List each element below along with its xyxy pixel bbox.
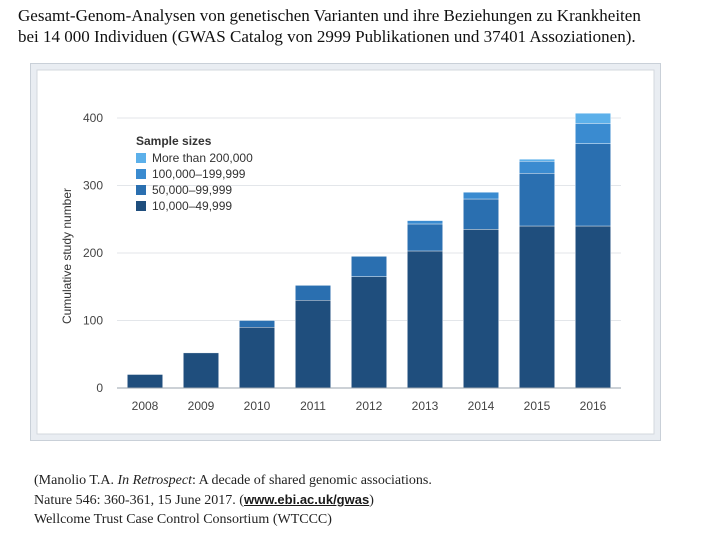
bar-segment-2011-s0 bbox=[295, 300, 331, 389]
bar-segment-2013-s2 bbox=[407, 220, 443, 225]
caption-journal: Nature 546: 360-361, 15 June 2017. ( bbox=[34, 493, 244, 508]
legend-title: Sample sizes bbox=[136, 134, 212, 148]
caption-line-3: Wellcome Trust Case Control Consortium (… bbox=[34, 512, 332, 527]
bar-segment-2015-s2 bbox=[519, 160, 555, 174]
x-tick-label: 2013 bbox=[412, 399, 439, 413]
bar-segment-2014-s0 bbox=[463, 229, 499, 389]
bar-segment-2008-s0 bbox=[127, 374, 163, 389]
bar-segment-2015-s0 bbox=[519, 225, 555, 389]
bar-segment-2014-s2 bbox=[463, 192, 499, 200]
bar-segment-2015-s3 bbox=[519, 158, 555, 162]
legend-swatch bbox=[136, 153, 146, 163]
caption-author: (Manolio T.A. bbox=[34, 473, 118, 488]
y-tick-label: 400 bbox=[83, 111, 103, 125]
bar-segment-2016-s3 bbox=[575, 113, 611, 124]
caption-article-subtitle: : A decade of shared genomic association… bbox=[192, 473, 432, 488]
bar-segment-2012-s1 bbox=[351, 256, 387, 277]
slide-title-line-1: Gesamt-Genom-Analysen von genetischen Va… bbox=[18, 6, 641, 25]
bar-segment-2011-s1 bbox=[295, 285, 331, 301]
bar-segment-2013-s1 bbox=[407, 223, 443, 252]
x-tick-label: 2008 bbox=[132, 399, 159, 413]
legend-swatch bbox=[136, 185, 146, 195]
legend-swatch bbox=[136, 169, 146, 179]
x-tick-label: 2010 bbox=[244, 399, 271, 413]
chart-figure: 0 100 200 300 400 2008 2009 2010 2011 2012 2013 201… bbox=[30, 63, 661, 441]
y-tick-label: 0 bbox=[96, 381, 103, 395]
bar-segment-2016-s0 bbox=[575, 225, 611, 389]
legend-item-label: 50,000–99,999 bbox=[152, 183, 232, 197]
bar-segment-2014-s1 bbox=[463, 198, 499, 230]
legend-item-label: 100,000–199,999 bbox=[152, 167, 246, 181]
stacked-bar-chart: 0 100 200 300 400 2008 2009 2010 2011 2012 2013 201… bbox=[36, 69, 655, 435]
y-axis-label: Cumulative study number bbox=[60, 188, 74, 324]
slide-title-line-2: bei 14 000 Individuen (GWAS Catalog von … bbox=[18, 27, 636, 46]
caption-line-2: Nature 546: 360-361, 15 June 2017. (www.… bbox=[34, 490, 674, 510]
bar-segment-2015-s1 bbox=[519, 173, 555, 227]
bar-segment-2010-s1 bbox=[239, 320, 275, 328]
legend: Sample sizes More than 200,000 100,000–19… bbox=[136, 134, 253, 213]
axes: 0 100 200 300 400 2008 2009 2010 2011 2012 2013 201… bbox=[83, 111, 621, 413]
bar-segment-2010-s0 bbox=[239, 327, 275, 389]
caption-paren-close: ) bbox=[369, 493, 374, 508]
x-tick-label: 2014 bbox=[468, 399, 495, 413]
bar-segment-2012-s0 bbox=[351, 276, 387, 389]
x-tick-label: 2012 bbox=[356, 399, 383, 413]
x-tick-label: 2011 bbox=[300, 399, 326, 413]
x-tick-label: 2015 bbox=[524, 399, 551, 413]
source-caption: (Manolio T.A. In Retrospect: A decade of… bbox=[34, 471, 674, 529]
bar-segment-2013-s0 bbox=[407, 250, 443, 389]
bar-segment-2016-s2 bbox=[575, 123, 611, 144]
bars bbox=[127, 113, 611, 389]
gwas-catalog-link[interactable]: www.ebi.ac.uk/gwas bbox=[243, 492, 370, 507]
y-tick-label: 100 bbox=[83, 314, 103, 328]
bar-segment-2016-s1 bbox=[575, 143, 611, 227]
y-tick-label: 200 bbox=[83, 246, 103, 260]
caption-article-title: In Retrospect bbox=[117, 473, 192, 488]
slide-title: Gesamt-Genom-Analysen von genetischen Va… bbox=[18, 5, 708, 47]
x-tick-label: 2016 bbox=[580, 399, 607, 413]
legend-swatch bbox=[136, 201, 146, 211]
y-tick-label: 300 bbox=[83, 179, 103, 193]
bar-segment-2009-s0 bbox=[183, 352, 219, 389]
caption-line-1: (Manolio T.A. In Retrospect: A decade of… bbox=[34, 471, 674, 490]
legend-item-label: 10,000–49,999 bbox=[152, 199, 232, 213]
x-tick-label: 2009 bbox=[188, 399, 215, 413]
legend-item-label: More than 200,000 bbox=[152, 151, 253, 165]
